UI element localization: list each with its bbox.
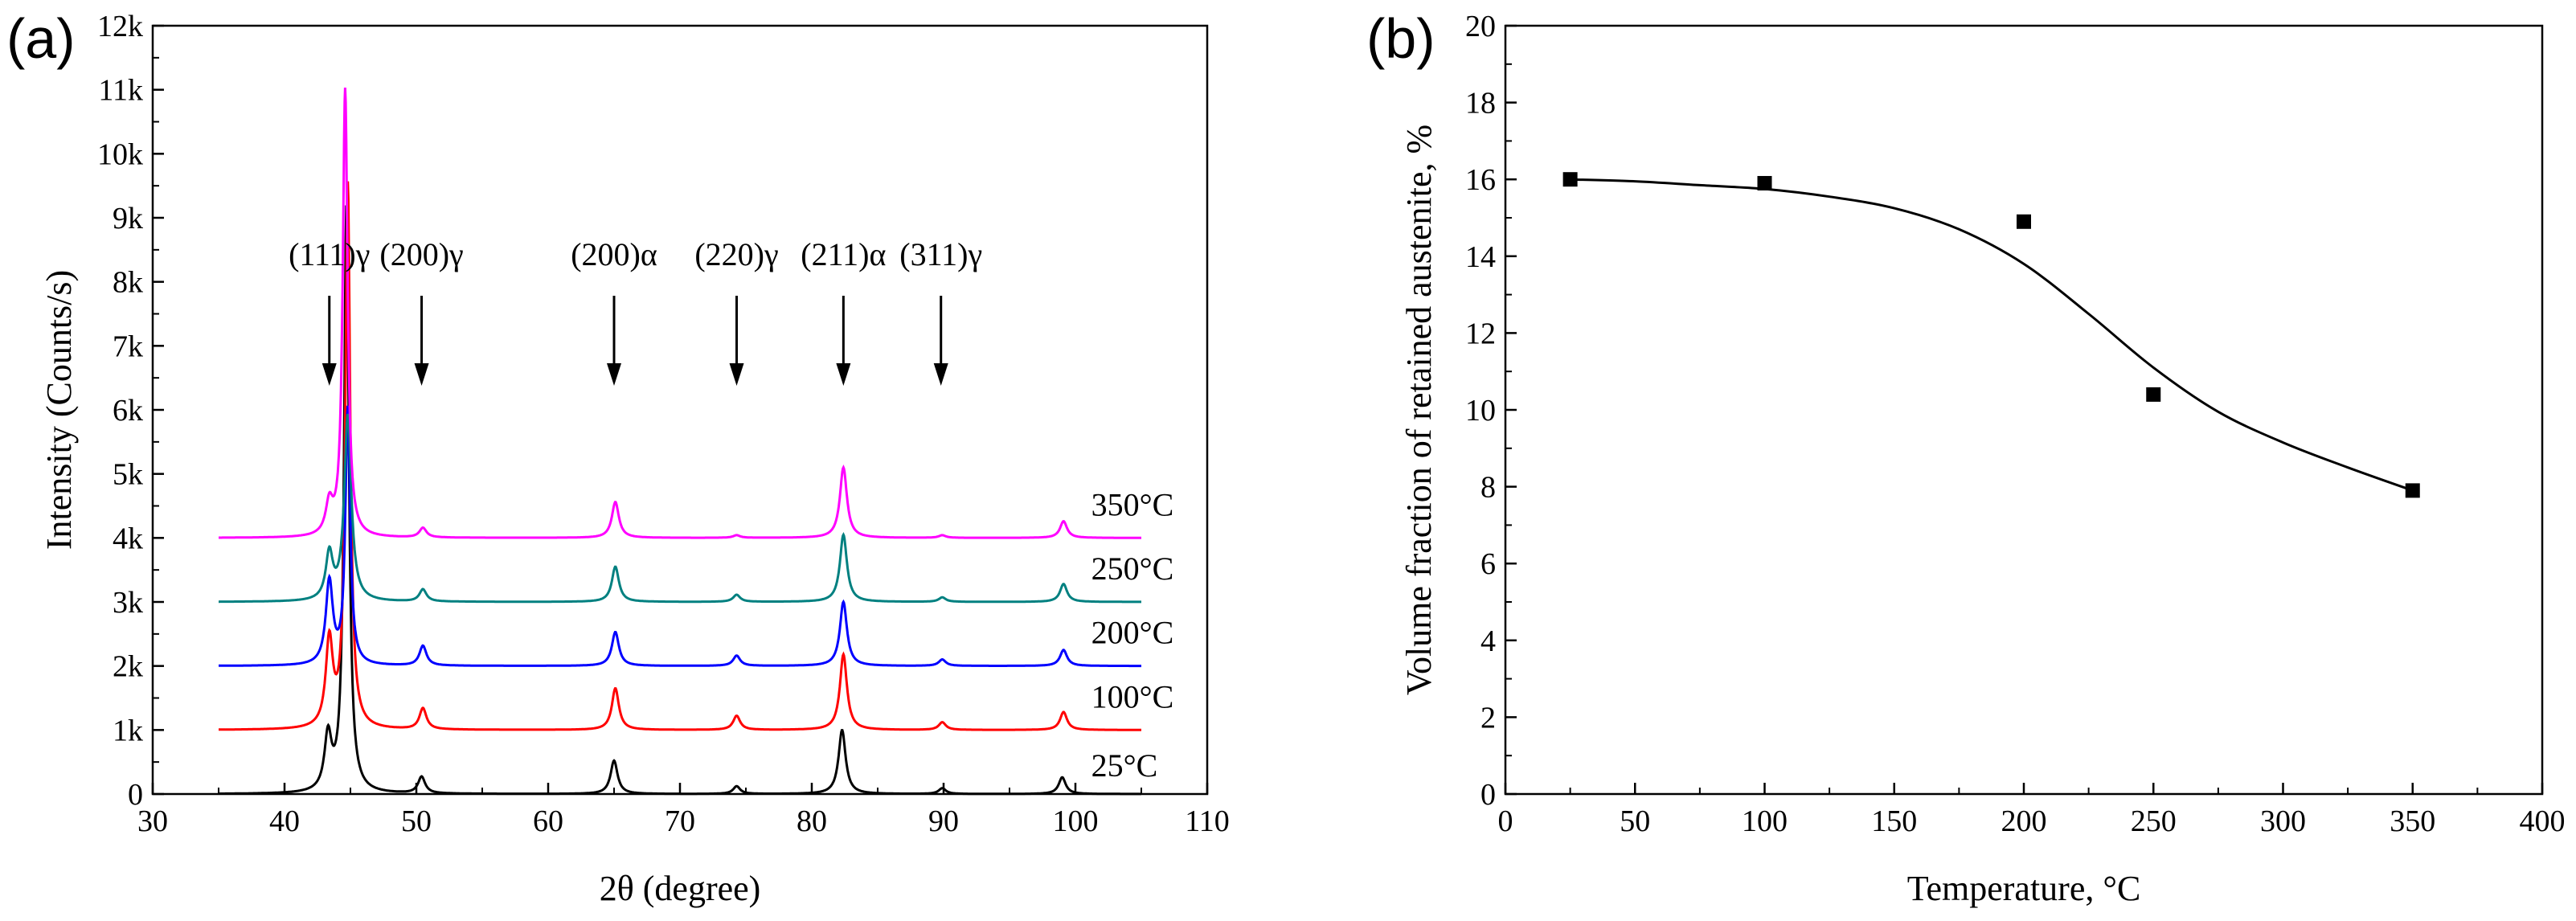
panel-b-x-tick-label: 250 bbox=[2131, 804, 2177, 838]
panel-a-y-tick-label: 0 bbox=[128, 778, 143, 812]
panel-b-y-tick-label: 16 bbox=[1465, 163, 1496, 197]
panel-b-y-tick-label: 20 bbox=[1465, 10, 1496, 43]
panel-b-retained-austenite: (b) 0 50 100 150 200 250 300 350 400 0 2 4 6 8 10 12 14… bbox=[1366, 7, 2566, 908]
panel-a-plot-frame bbox=[151, 24, 1209, 796]
panel-a-y-tick-label: 11k bbox=[98, 74, 143, 108]
panel-a-x-axis: 30 40 50 60 70 80 90 100 110 bbox=[137, 783, 1230, 838]
panel-b-y-tick-label: 14 bbox=[1465, 240, 1496, 274]
panel-a-peak-label: (220)γ bbox=[694, 236, 778, 272]
panel-b-data-point bbox=[2146, 387, 2161, 402]
panel-a-x-tick-label: 80 bbox=[797, 804, 827, 838]
panel-a-y-axis: 0 1k 2k 3k 4k 5k 6k 7k 8k 9k 10k 11k 12k bbox=[97, 10, 164, 812]
panel-b-x-tick-label: 50 bbox=[1620, 804, 1650, 838]
panel-a-y-tick-label: 9k bbox=[113, 202, 143, 235]
panel-a-y-tick-label: 1k bbox=[113, 714, 143, 747]
panel-b-y-axis-label: Volume fraction of retained austenite, % bbox=[1399, 125, 1439, 695]
panel-a-xrd: (a) 30 40 50 60 70 80 90 100 110 0 1k 2k 3k 4k 5k 6k 7k… bbox=[6, 7, 1230, 908]
panel-a-x-tick-label: 60 bbox=[533, 804, 563, 838]
panel-a-x-tick-label: 50 bbox=[401, 804, 432, 838]
panel-b-y-tick-label: 18 bbox=[1465, 87, 1496, 121]
panel-a-x-tick-label: 100 bbox=[1053, 804, 1099, 838]
panel-b-plot-frame bbox=[1504, 24, 2544, 796]
panel-b-y-axis: 0 2 4 6 8 10 12 14 16 18 20 bbox=[1465, 10, 1517, 812]
panel-b-y-tick-label: 8 bbox=[1480, 471, 1496, 505]
panel-b-y-tick-label: 4 bbox=[1480, 624, 1496, 658]
panel-a-y-axis-label: Intensity (Counts/s) bbox=[39, 270, 79, 550]
panel-a-series-label: 25°C bbox=[1091, 747, 1158, 784]
panel-a-series-label: 200°C bbox=[1091, 615, 1174, 651]
panel-a-x-tick-label: 90 bbox=[928, 804, 959, 838]
panel-a-peak-label: (200)α bbox=[571, 236, 657, 272]
panel-a-x-tick-label: 70 bbox=[665, 804, 695, 838]
panel-a-series-group: 25°C 100°C 200°C 250°C 350°C bbox=[219, 88, 1174, 796]
panel-a-peak-label: (200)γ bbox=[379, 236, 463, 272]
panel-a-x-tick-label: 30 bbox=[137, 804, 168, 838]
panel-b-data-point bbox=[2017, 214, 2031, 229]
panel-b-x-tick-label: 200 bbox=[2001, 804, 2047, 838]
panel-a-peak-arrow-head bbox=[836, 363, 851, 386]
panel-a-x-axis-label: 2θ (degree) bbox=[600, 869, 761, 908]
panel-b-points-group bbox=[1562, 172, 2420, 498]
panel-b-label: (b) bbox=[1366, 7, 1435, 70]
panel-b-x-tick-label: 400 bbox=[2520, 804, 2566, 838]
panel-a-series-200°C bbox=[219, 405, 1141, 668]
panel-a-label: (a) bbox=[6, 7, 76, 70]
panel-b-data-point bbox=[1757, 175, 1772, 190]
panel-b-x-tick-label: 350 bbox=[2390, 804, 2435, 838]
panel-a-y-tick-label: 6k bbox=[113, 394, 143, 428]
panel-a-peak-arrow-head bbox=[933, 363, 948, 386]
panel-a-y-tick-label: 2k bbox=[113, 650, 143, 684]
panel-b-x-axis-label: Temperature, °C bbox=[1907, 869, 2141, 908]
panel-b-x-axis: 0 50 100 150 200 250 300 350 400 bbox=[1498, 783, 2566, 838]
panel-a-peak-label: (211)α bbox=[801, 236, 886, 272]
panel-a-peak-annotations: (111)γ (200)γ (200)α (220)γ (211)α (311)γ bbox=[289, 236, 982, 386]
panel-a-series-250°C bbox=[219, 413, 1141, 604]
panel-a-y-tick-label: 3k bbox=[113, 586, 143, 620]
panel-a-peak-arrow-head bbox=[321, 363, 337, 386]
panel-a-peak-label: (311)γ bbox=[899, 236, 982, 272]
panel-a-series-25°C bbox=[219, 205, 1141, 796]
panel-a-y-tick-label: 12k bbox=[97, 10, 143, 43]
panel-a-series-label: 100°C bbox=[1091, 678, 1174, 714]
panel-b-y-tick-label: 6 bbox=[1480, 547, 1496, 581]
panel-a-y-tick-label: 10k bbox=[97, 137, 143, 171]
panel-a-peak-arrow-head bbox=[607, 363, 621, 386]
panel-a-y-tick-label: 4k bbox=[113, 522, 143, 555]
panel-a-series-350°C bbox=[219, 88, 1141, 539]
panel-a-peak-arrow-head bbox=[729, 363, 744, 386]
panel-b-data-point bbox=[2405, 483, 2420, 498]
panel-a-series-label: 350°C bbox=[1091, 486, 1174, 522]
panel-b-x-tick-label: 150 bbox=[1871, 804, 1917, 838]
panel-a-x-tick-label: 110 bbox=[1185, 804, 1230, 838]
panel-b-y-tick-label: 12 bbox=[1465, 317, 1496, 350]
panel-a-peak-label: (111)γ bbox=[289, 236, 370, 272]
panel-a-y-tick-label: 8k bbox=[113, 266, 143, 300]
panel-a-y-tick-label: 7k bbox=[113, 330, 143, 363]
panel-b-y-tick-label: 2 bbox=[1480, 701, 1496, 735]
panel-b-fit-curve-group bbox=[1570, 178, 2414, 492]
panel-b-y-tick-label: 0 bbox=[1480, 778, 1496, 812]
panel-b-y-tick-label: 10 bbox=[1465, 394, 1496, 428]
panel-a-y-tick-label: 5k bbox=[113, 458, 143, 492]
panel-b-x-tick-label: 300 bbox=[2260, 804, 2306, 838]
panel-a-x-tick-label: 40 bbox=[269, 804, 300, 838]
panel-a-series-100°C bbox=[219, 181, 1141, 731]
panel-b-x-tick-label: 0 bbox=[1498, 804, 1513, 838]
panel-a-peak-arrow-head bbox=[414, 363, 429, 386]
panel-b-fit-curve bbox=[1570, 178, 2414, 492]
panel-b-x-tick-label: 100 bbox=[1742, 804, 1788, 838]
panel-a-series-label: 250°C bbox=[1091, 551, 1174, 587]
panel-b-data-point bbox=[1562, 172, 1578, 187]
